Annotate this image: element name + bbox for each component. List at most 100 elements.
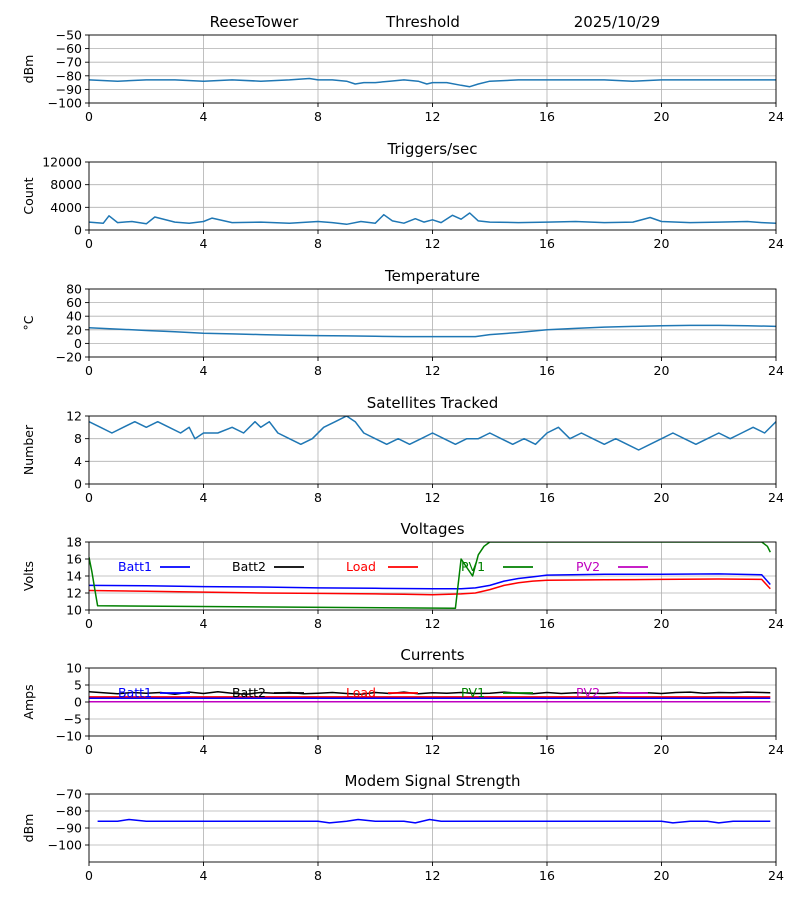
currents-xtick-label: 24: [768, 742, 784, 757]
threshold-xtick-label: 20: [654, 109, 670, 124]
voltages-xtick-label: 24: [768, 616, 784, 631]
modem-xtick-label: 12: [425, 868, 441, 883]
satellites-title: Satellites Tracked: [367, 394, 498, 412]
threshold-title: Threshold: [385, 13, 460, 31]
temperature-xtick-label: 20: [654, 363, 670, 378]
threshold-ytick-label: −50: [56, 28, 82, 43]
threshold-ytick-label: −70: [56, 55, 82, 70]
currents-xtick-label: 4: [200, 742, 208, 757]
voltages-legend-label: Batt1: [118, 559, 152, 574]
modem-ytick-label: −70: [56, 787, 82, 802]
voltages-ytick-label: 12: [66, 586, 82, 601]
triggers-xtick-label: 20: [654, 236, 670, 251]
temperature-ytick-label: 40: [66, 309, 82, 324]
currents-xtick-label: 12: [425, 742, 441, 757]
temperature-ylabel: °C: [21, 315, 36, 330]
panel-satellites: 0 4 8 12 16 20 24 0 4 8 12 Satellites Tracked Number: [21, 394, 784, 505]
temperature-ytick-label: 60: [66, 295, 82, 310]
triggers-ytick-label: 0: [74, 223, 82, 238]
threshold-xtick-label: 12: [425, 109, 441, 124]
satellites-series-satellites: [89, 416, 776, 451]
currents-ytick-label: 10: [66, 661, 82, 676]
triggers-series-triggers: [89, 212, 776, 226]
panel-triggers: 0 4 8 12 16 20 24 0 4000 8000 12000 Triggers/sec Cou…: [21, 140, 784, 251]
currents-xtick-label: 16: [539, 742, 555, 757]
temperature-xtick-label: 4: [200, 363, 208, 378]
modem-ytick-label: −90: [56, 821, 82, 836]
threshold-xtick-label: 16: [539, 109, 555, 124]
currents-ytick-label: 5: [74, 678, 82, 693]
satellites-ytick-label: 0: [74, 477, 82, 492]
satellites-xtick-label: 16: [539, 490, 555, 505]
modem-ytick-label: −100: [48, 838, 82, 853]
voltages-xtick-label: 0: [85, 616, 93, 631]
temperature-xtick-label: 8: [314, 363, 322, 378]
triggers-ytick-label: 12000: [42, 155, 82, 170]
voltages-series-batt1: [89, 573, 771, 590]
currents-xtick-label: 20: [654, 742, 670, 757]
threshold-ytick-label: −100: [48, 96, 82, 111]
currents-series-batt2: [89, 691, 771, 695]
voltages-xtick-label: 16: [539, 616, 555, 631]
modem-xtick-label: 4: [200, 868, 208, 883]
modem-xtick-label: 0: [85, 868, 93, 883]
voltages-legend-label: PV1: [461, 559, 485, 574]
triggers-xtick-label: 8: [314, 236, 322, 251]
satellites-xtick-label: 0: [85, 490, 93, 505]
temperature-title: Temperature: [384, 267, 480, 285]
voltages-ylabel: Volts: [21, 561, 36, 591]
currents-xtick-label: 8: [314, 742, 322, 757]
threshold-series-threshold: [89, 77, 776, 88]
currents-legend-label: Load: [346, 685, 376, 700]
currents-ytick-label: −10: [56, 729, 82, 744]
threshold-xtick-label: 0: [85, 109, 93, 124]
temperature-xtick-label: 24: [768, 363, 784, 378]
satellites-ytick-label: 4: [74, 454, 82, 469]
triggers-xtick-label: 4: [200, 236, 208, 251]
threshold-xtick-label: 8: [314, 109, 322, 124]
threshold-xtick-label: 24: [768, 109, 784, 124]
voltages-series-load: [89, 578, 771, 596]
currents-xtick-label: 0: [85, 742, 93, 757]
temperature-ytick-label: 0: [74, 336, 82, 351]
voltages-series-pv1: [89, 542, 771, 610]
temperature-xtick-label: 12: [425, 363, 441, 378]
currents-ytick-label: −5: [64, 712, 82, 727]
currents-legend-label: Batt1: [118, 685, 152, 700]
currents-ytick-label: 0: [74, 695, 82, 710]
modem-xtick-label: 16: [539, 868, 555, 883]
panel-voltages: 0 4 8 12 16 20 24 10 12 14 16 18 Voltages Volts Batt1 B…: [21, 520, 784, 631]
voltages-ytick-label: 14: [66, 569, 82, 584]
panel-threshold: 0 4 8 12 16 20 24 −100−90−80−70−60−50 dBm: [21, 28, 784, 125]
triggers-xtick-label: 24: [768, 236, 784, 251]
voltages-xtick-label: 20: [654, 616, 670, 631]
triggers-xtick-label: 12: [425, 236, 441, 251]
modem-title: Modem Signal Strength: [345, 772, 521, 790]
triggers-xtick-label: 0: [85, 236, 93, 251]
voltages-legend-label: PV2: [576, 559, 600, 574]
satellites-ytick-label: 12: [66, 409, 82, 424]
satellites-xtick-label: 8: [314, 490, 322, 505]
modem-series-modem: [97, 818, 771, 824]
report-date: 2025/10/29: [574, 13, 660, 31]
voltages-ytick-label: 10: [66, 603, 82, 618]
temperature-series-temperature: [89, 324, 776, 338]
currents-title: Currents: [400, 646, 464, 664]
temperature-ytick-label: 80: [66, 282, 82, 297]
currents-legend-label: PV1: [461, 685, 485, 700]
figure-header: ReeseTower Threshold 2025/10/29: [210, 13, 661, 31]
triggers-ytick-label: 4000: [50, 200, 82, 215]
voltages-ytick-label: 16: [66, 552, 82, 567]
satellites-ylabel: Number: [21, 424, 36, 475]
threshold-ytick-label: −80: [56, 68, 82, 83]
modem-xtick-label: 20: [654, 868, 670, 883]
temperature-xtick-label: 0: [85, 363, 93, 378]
satellites-xtick-label: 24: [768, 490, 784, 505]
voltages-ytick-label: 18: [66, 535, 82, 550]
panel-modem: 0 4 8 12 16 20 24 −100 −90 −80 −70 Modem Signal Str…: [21, 772, 784, 883]
triggers-ylabel: Count: [21, 177, 36, 214]
threshold-ylabel: dBm: [21, 55, 36, 84]
